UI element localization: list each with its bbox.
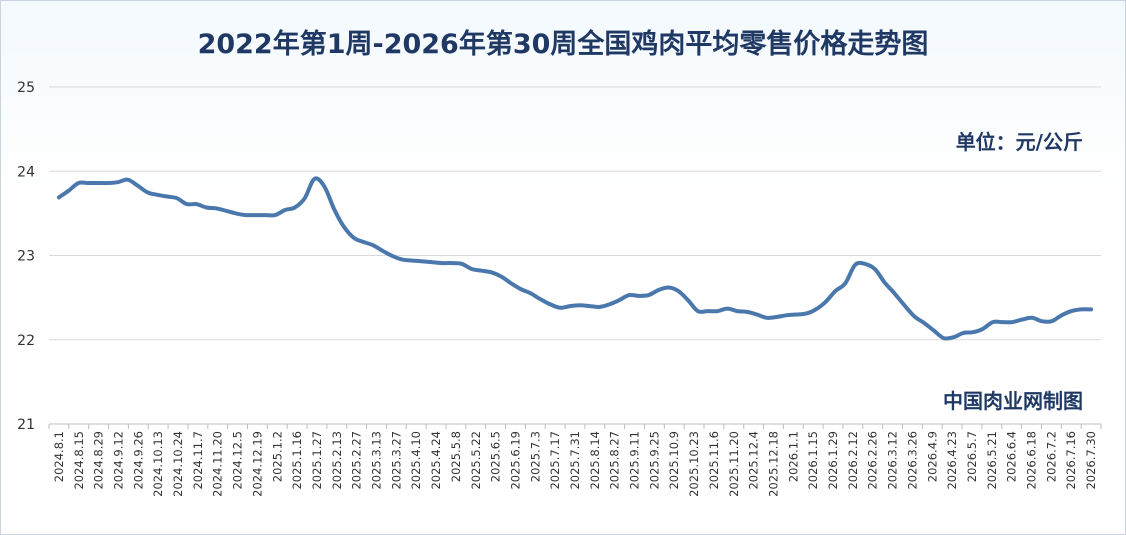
x-tick-label: 2025.2.13 [330, 431, 344, 490]
x-tick-label: 2025.4.10 [409, 431, 423, 490]
x-tick-label: 2026.1.15 [806, 431, 820, 490]
unit-label: 单位：元/公斤 [956, 130, 1083, 154]
x-tick-label: 2026.2.26 [866, 431, 880, 490]
x-tick-label: 2025.10.23 [687, 431, 701, 497]
x-tick-label: 2025.12.4 [747, 431, 761, 490]
x-tick-label: 2025.6.19 [508, 431, 522, 490]
x-tick-label: 2024.12.19 [250, 431, 264, 497]
x-tick-label: 2025.1.2 [270, 431, 284, 482]
x-tick-label: 2024.9.26 [131, 431, 145, 490]
x-tick-label: 2026.5.7 [965, 431, 979, 482]
x-tick-label: 2026.7.2 [1044, 431, 1058, 482]
x-tick-label: 2025.3.13 [370, 431, 384, 490]
x-tick-label: 2024.9.12 [111, 431, 125, 490]
x-tick-label: 2024.11.20 [211, 431, 225, 497]
series-group [56, 176, 1094, 341]
y-tick-label: 25 [17, 80, 35, 96]
x-tick-label: 2026.1.1 [786, 431, 800, 482]
x-tick-label: 2026.7.30 [1084, 431, 1098, 490]
x-tick-label: 2025.11.6 [707, 431, 721, 490]
x-tick-label: 2026.3.26 [905, 431, 919, 490]
x-tick-label: 2024.8.1 [52, 431, 66, 482]
x-tick-label: 2026.6.4 [1005, 431, 1019, 482]
y-tick-label: 24 [17, 164, 35, 180]
x-tick-label: 2025.1.16 [290, 431, 304, 490]
x-tick-label: 2025.8.27 [608, 431, 622, 490]
y-tick-label: 22 [17, 333, 35, 349]
x-tick-label: 2024.12.5 [231, 431, 245, 490]
x-tick-label: 2026.5.21 [985, 431, 999, 490]
x-tick-label: 2024.10.24 [171, 431, 185, 497]
x-tick-label: 2026.1.29 [826, 431, 840, 490]
x-tick-label: 2024.10.13 [151, 431, 165, 497]
x-tick-label: 2026.4.23 [945, 431, 959, 490]
series-line [56, 176, 1094, 341]
x-tick-label: 2025.8.14 [588, 431, 602, 490]
source-label: 中国肉业网制图 [943, 389, 1083, 413]
x-tick-label: 2024.8.15 [72, 431, 86, 490]
x-tick-label: 2025.9.25 [647, 431, 661, 490]
x-tick-label: 2026.6.18 [1025, 431, 1039, 490]
x-axis-ticks: 2024.8.1 2024.8.15 2024.8.29 2024.9.12 2024.… [48, 424, 1102, 497]
x-tick-label: 2026.3.12 [886, 431, 900, 490]
chart-title: 2022年第1周-2026年第30周全国鸡肉平均零售价格走势图 [198, 28, 929, 60]
x-tick-label: 2025.7.3 [528, 431, 542, 482]
x-tick-label: 2025.3.27 [389, 431, 403, 490]
x-tick-label: 2025.7.17 [548, 431, 562, 490]
x-tick-label: 2026.4.9 [925, 431, 939, 482]
x-tick-label: 2024.11.7 [191, 431, 205, 490]
x-tick-label: 2025.1.27 [310, 431, 324, 490]
x-tick-label: 2025.11.20 [727, 431, 741, 497]
y-axis-ticks: 21 22 23 24 25 [17, 80, 35, 433]
x-tick-label: 2025.4.24 [429, 431, 443, 490]
x-tick-label: 2026.2.12 [846, 431, 860, 490]
x-tick-label: 2026.7.16 [1064, 431, 1078, 490]
grid-lines [49, 86, 1101, 341]
x-tick-label: 2025.9.11 [628, 431, 642, 490]
x-tick-label: 2024.8.29 [92, 431, 106, 490]
x-tick-label: 2025.2.27 [350, 431, 364, 490]
x-tick-label: 2025.5.8 [449, 431, 463, 482]
x-tick-label: 2025.6.5 [489, 431, 503, 482]
y-tick-label: 23 [17, 249, 35, 265]
x-tick-label: 2025.5.22 [469, 431, 483, 490]
x-tick-label: 2025.12.18 [766, 431, 780, 497]
x-tick-label: 2025.10.9 [667, 431, 681, 490]
x-tick-label: 2025.7.31 [568, 431, 582, 490]
y-tick-label: 21 [17, 417, 35, 433]
